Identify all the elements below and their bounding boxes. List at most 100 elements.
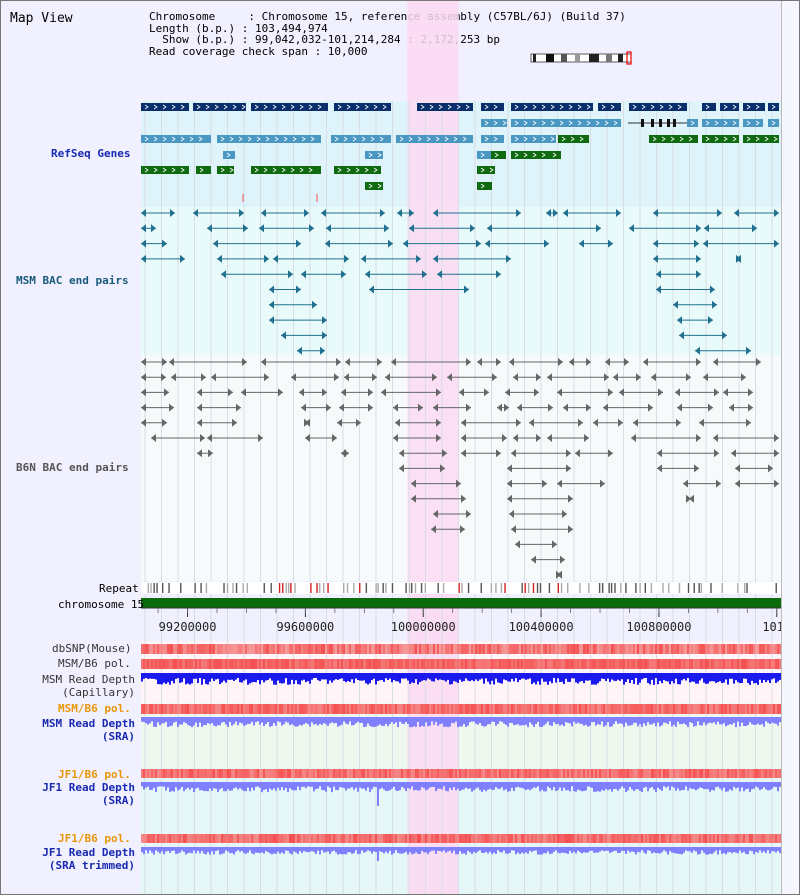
jf1-trimmed-depth-bar <box>649 847 651 851</box>
msm-sra-depth-bar <box>623 717 625 727</box>
repeat-element <box>290 583 292 593</box>
b6n-bac-pair-end <box>675 388 680 397</box>
jf1-sra-depth-bar <box>681 782 683 790</box>
msm-pol-sra-heat-cell <box>623 704 625 714</box>
jf1-sra-depth-bar <box>177 782 179 791</box>
jf1-sra-depth-bar <box>729 782 731 790</box>
jf1-trimmed-depth-bar <box>151 847 153 853</box>
msm-capillary-depth-bar <box>403 673 405 679</box>
dbsnp-heat-cell <box>343 644 345 654</box>
jf1-pol-heat-cell <box>671 769 673 778</box>
msm-pol-sra-heat-cell <box>595 704 597 714</box>
jf1-pol-heat-cell <box>361 769 363 778</box>
msm-capillary-depth-bar <box>435 673 437 679</box>
msm-pol-heat-cell <box>301 659 303 669</box>
b6n-bac-pair-end <box>563 403 568 412</box>
jf1-pol-heat-cell <box>231 769 233 778</box>
dbsnp-heat-cell <box>355 644 357 654</box>
msm-pol-sra-heat-cell <box>477 704 479 714</box>
jf1-sra-depth-bar <box>335 782 337 790</box>
jf1-trimmed-depth-bar <box>231 847 233 853</box>
jf1-sra-depth-bar <box>689 782 691 788</box>
jf1-sra-depth-bar <box>757 782 759 788</box>
msm-pol-sra-heat-cell <box>685 704 687 714</box>
msm-pol-heat-cell <box>713 659 715 669</box>
refseq-genes-label[interactable]: RefSeq Genes <box>51 147 131 160</box>
jf1-pol-heat-cell <box>475 769 477 778</box>
msm-pol-heat-cell <box>143 659 145 669</box>
jf1-pol-trimmed-heat-cell <box>419 834 421 843</box>
jf1-pol-trimmed-heat-cell <box>281 834 283 843</box>
jf1-pol-trimmed-heat-cell <box>673 834 675 843</box>
strand-arrow <box>688 136 693 142</box>
dbsnp-heat-cell <box>721 644 723 654</box>
jf1-pol-heat-cell <box>617 769 619 778</box>
msm-capillary-depth-bar <box>603 673 605 680</box>
jf1-trimmed-depth-bar <box>403 847 405 854</box>
repeat-element <box>316 583 318 593</box>
msm-bac-label[interactable]: MSM BAC end pairs <box>16 274 129 287</box>
msm-sra-depth-bar <box>651 717 653 725</box>
jf1-pol-heat-cell <box>593 769 595 778</box>
msm-pol-sra-heat-cell <box>481 704 483 714</box>
msm-pol-sra-heat-cell <box>587 704 589 714</box>
msm-capillary-depth-bar <box>203 673 205 680</box>
b6n-bac-pair-end <box>713 434 718 442</box>
msm-sra-depth-bar <box>713 717 715 723</box>
msm-capillary-depth-bar <box>675 673 677 679</box>
msm-capillary-depth-bar <box>467 673 469 681</box>
msm-capillary-depth-bar <box>145 673 147 678</box>
strand-arrow <box>352 136 357 142</box>
b6n-bac-pair-end <box>658 388 663 397</box>
repeat-element <box>147 583 149 593</box>
dbsnp-heat-cell <box>759 644 761 654</box>
b6n-bac-pair-end <box>356 418 361 427</box>
jf1-sra-depth-bar <box>591 782 593 788</box>
dbsnp-heat-cell <box>703 644 705 654</box>
jf1-sra-depth-bar <box>765 782 767 790</box>
jf1-pol-trimmed-heat-cell <box>241 834 243 843</box>
repeat-element <box>408 583 411 593</box>
jf1-sra-depth-bar <box>465 782 467 788</box>
jf1-pol-heat-cell <box>395 769 397 778</box>
jf1-pol-heat-cell <box>195 769 197 778</box>
msm-sra-depth-bar <box>461 717 463 727</box>
jf1-pol-heat-cell <box>491 769 493 778</box>
msm-pol-sra-heat-cell <box>321 704 323 714</box>
dbsnp-heat-cell <box>173 644 175 654</box>
dbsnp-heat-cell <box>707 644 709 654</box>
dbsnp-heat-cell <box>243 644 245 654</box>
strand-arrow <box>465 104 470 110</box>
msm-bac-pair-end <box>774 239 779 248</box>
msm-pol-sra-heat-cell <box>387 704 389 714</box>
strand-arrow <box>180 167 185 173</box>
msm-bac-pair-end <box>506 254 511 263</box>
jf1-trimmed-depth-bar <box>215 847 217 852</box>
msm-pol-heat-cell <box>273 659 275 669</box>
msm-pol-heat-cell <box>629 659 631 669</box>
dbsnp-heat-cell <box>225 644 227 654</box>
b6n-bac-pair-end <box>713 358 718 366</box>
b6n-bac-label[interactable]: B6N BAC end pairs <box>16 461 129 474</box>
strand-arrow <box>456 104 461 110</box>
vertical-scrollbar[interactable] <box>781 1 799 894</box>
strand-arrow <box>601 104 606 110</box>
strand-arrow <box>299 104 304 110</box>
dbsnp-heat-cell <box>527 644 529 654</box>
repeat-element <box>698 583 700 593</box>
jf1-trimmed-depth-bar <box>657 847 659 854</box>
strand-arrow <box>256 136 261 142</box>
dbsnp-heat-cell <box>381 644 383 654</box>
dbsnp-heat-cell <box>481 644 483 654</box>
jf1-pol-heat-cell <box>687 769 689 778</box>
jf1-pol-trimmed-heat-cell <box>555 834 557 843</box>
strand-arrow <box>438 104 443 110</box>
jf1-pol-trimmed-heat-cell <box>765 834 767 843</box>
msm-sra-depth-bar <box>347 717 349 725</box>
b6n-bac-pair-end <box>326 403 331 412</box>
jf1-pol-trimmed-heat-cell <box>337 834 339 843</box>
jf1-pol-trimmed-heat-cell <box>393 834 395 843</box>
jf1-sra-depth-bar <box>719 782 721 789</box>
jf1-sra-depth-bar <box>601 782 603 790</box>
